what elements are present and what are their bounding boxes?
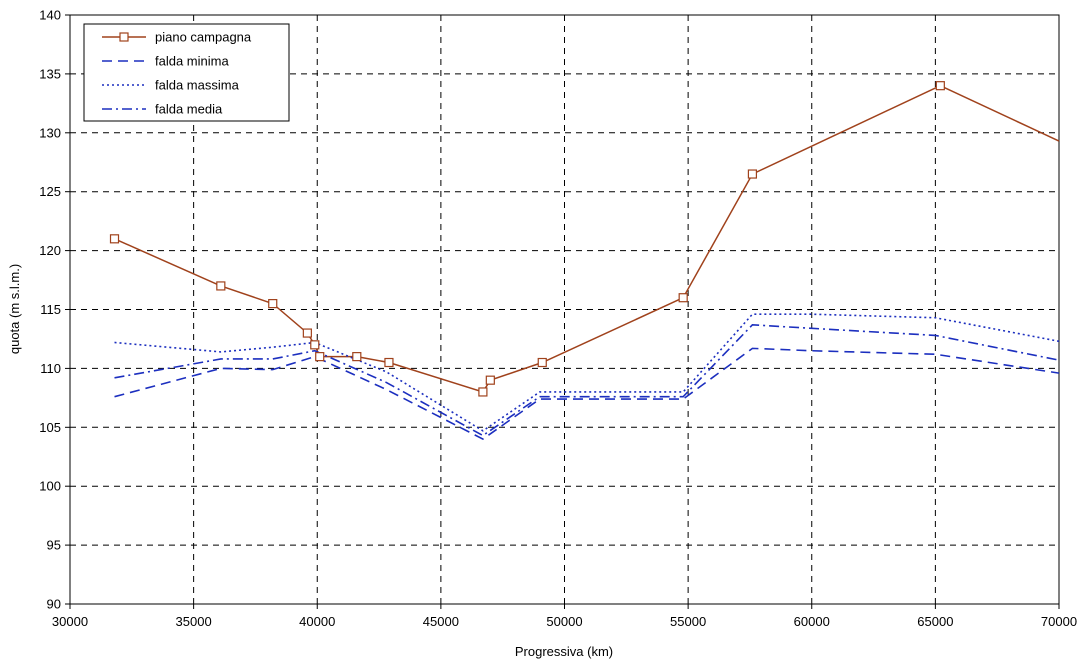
axis-ticks: 30000 35000 40000 45000 50000 55000 60000 65000…	[39, 8, 1077, 630]
y-tick-label: 130	[39, 125, 61, 140]
y-tick-label: 110	[40, 361, 61, 376]
data-point-piano-campagna	[747, 169, 758, 179]
legend-label-falda-media: falda media	[155, 102, 223, 117]
y-axis-label: quota (m s.l.m.)	[7, 264, 22, 354]
data-point-piano-campagna	[315, 352, 325, 362]
x-tick-label: 50000	[546, 614, 582, 629]
y-tick-label: 125	[39, 184, 61, 199]
data-point-piano-campagna	[216, 281, 226, 291]
legend-label-piano-campagna: piano campagna	[155, 30, 252, 45]
x-tick-label: 55000	[670, 614, 706, 629]
x-tick-label: 30000	[52, 614, 88, 629]
data-point-piano-campagna	[384, 357, 394, 368]
x-tick-label: 35000	[176, 614, 212, 629]
series-line-falda-minima	[114, 347, 1060, 441]
x-tick-label: 40000	[299, 614, 335, 629]
y-tick-label: 90	[47, 597, 61, 612]
y-tick-label: 140	[39, 8, 61, 23]
legend-label-falda-minima: falda minima	[155, 54, 229, 69]
data-point-piano-campagna	[478, 387, 488, 397]
legend-box	[83, 23, 290, 122]
y-tick-label: 100	[39, 479, 61, 494]
data-point-piano-campagna	[302, 328, 312, 338]
legend-marker-piano-campagna	[119, 32, 129, 42]
data-point-piano-campagna	[268, 299, 278, 309]
y-tick-label: 95	[47, 538, 61, 553]
x-tick-label: 60000	[794, 614, 830, 629]
data-point-piano-campagna	[537, 357, 547, 368]
x-tick-label: 45000	[423, 614, 459, 629]
y-tick-label: 105	[39, 420, 61, 435]
y-tick-label: 115	[40, 302, 61, 317]
data-point-piano-campagna	[109, 234, 120, 244]
y-tick-label: 120	[39, 243, 61, 258]
data-point-piano-campagna	[935, 81, 945, 91]
y-tick-label: 135	[39, 66, 61, 81]
data-point-piano-campagna	[310, 340, 320, 350]
legend-label-falda-massima: falda massima	[155, 78, 240, 93]
legend: piano campagna falda minima falda massima f…	[83, 23, 290, 122]
series-line-piano-campagna	[114, 84, 1060, 393]
x-tick-label: 70000	[1041, 614, 1077, 629]
series-line-falda-massima	[114, 313, 1060, 432]
x-axis-label: Progressiva (km)	[515, 644, 613, 659]
data-point-piano-campagna	[678, 293, 688, 303]
data-point-piano-campagna	[485, 375, 495, 385]
series-line-falda-media	[114, 323, 1060, 437]
data-point-piano-campagna	[352, 352, 362, 362]
x-tick-label: 65000	[917, 614, 953, 629]
series-group	[109, 81, 1060, 441]
